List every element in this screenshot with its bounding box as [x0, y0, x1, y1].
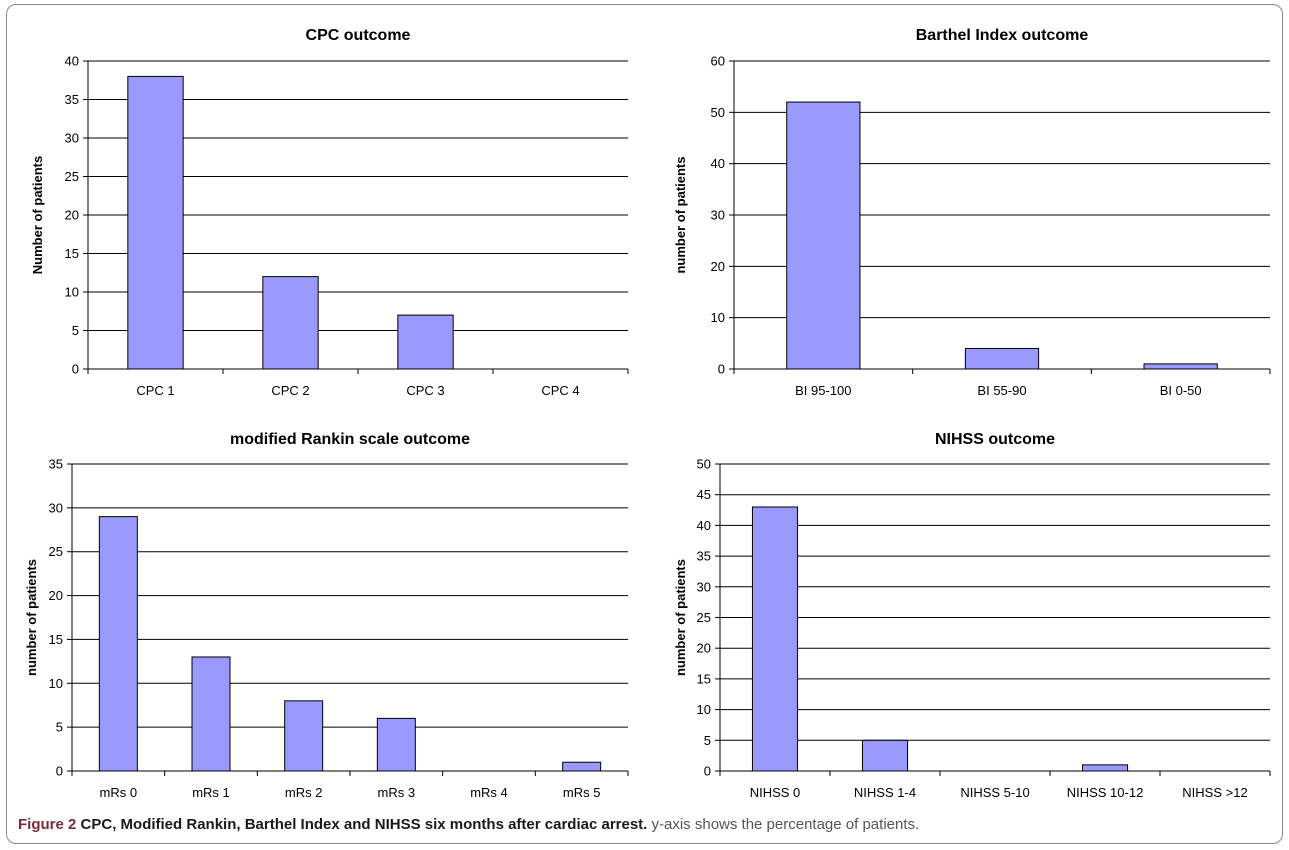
- y-tick-label: 25: [49, 544, 63, 559]
- bar-cpc-1: [127, 75, 184, 370]
- bar-mrs-1: [191, 656, 231, 772]
- y-tick-label: 30: [49, 500, 63, 515]
- y-tick-label: 35: [65, 92, 79, 107]
- chart-title: CPC outcome: [306, 27, 411, 44]
- y-tick-label: 25: [697, 610, 711, 625]
- x-category-label: BI 55-90: [977, 383, 1026, 398]
- bar-bi-55-90: [964, 347, 1040, 370]
- y-tick-label: 15: [49, 632, 63, 647]
- y-tick-label: 20: [65, 208, 79, 223]
- y-tick-label: 5: [72, 323, 79, 338]
- bar-nihss-1-4: [861, 739, 909, 772]
- y-tick-label: 5: [56, 720, 63, 735]
- x-category-label: NIHSS 1-4: [854, 785, 916, 800]
- y-tick-label: 5: [704, 733, 711, 748]
- x-category-label: mRs 0: [100, 785, 138, 800]
- y-tick-label: 30: [711, 208, 725, 223]
- y-tick-label: 30: [697, 579, 711, 594]
- y-tick-label: 10: [65, 285, 79, 300]
- chart-4: NIHSS outcome 0 5 10 15 20 25 30 35 40 45 50 number …: [673, 431, 1271, 800]
- y-tick-label: 35: [49, 457, 63, 472]
- y-tick-label: 0: [718, 362, 725, 377]
- y-tick-label: 10: [49, 676, 63, 691]
- x-category-label: CPC 3: [406, 383, 444, 398]
- y-tick-label: 20: [711, 259, 725, 274]
- y-axis-title: Number of patients: [30, 156, 45, 274]
- y-tick-label: 50: [711, 105, 725, 120]
- bar-nihss-10-12: [1081, 764, 1129, 772]
- bar-nihss-0: [751, 506, 799, 772]
- x-category-label: NIHSS 0: [750, 785, 801, 800]
- y-tick-label: 0: [56, 764, 63, 779]
- y-tick-label: 20: [49, 588, 63, 603]
- y-axis-title: number of patients: [24, 559, 39, 676]
- y-tick-label: 40: [697, 518, 711, 533]
- y-tick-label: 40: [711, 156, 725, 171]
- chart-title: NIHSS outcome: [935, 431, 1055, 448]
- x-category-label: mRs 5: [563, 785, 601, 800]
- y-axis-title: number of patients: [673, 559, 688, 676]
- bar-bi-95-100: [786, 101, 861, 370]
- y-tick-label: 45: [697, 487, 711, 502]
- bar-mrs-5: [562, 761, 602, 772]
- caption-body: y-axis shows the percentage of patients.: [651, 816, 920, 833]
- x-category-label: CPC 2: [271, 383, 309, 398]
- y-axis-title: number of patients: [673, 156, 688, 273]
- bar-mrs-3: [376, 717, 416, 772]
- chart-2: Barthel Index outcome 0 10 20 30 40 50 60 number…: [673, 27, 1271, 398]
- figure-caption: Figure 2 CPC, Modified Rankin, Barthel I…: [18, 816, 919, 833]
- y-tick-label: 30: [65, 131, 79, 146]
- x-category-label: NIHSS 5-10: [960, 785, 1029, 800]
- y-tick-label: 15: [65, 246, 79, 261]
- bar-mrs-2: [284, 700, 324, 772]
- x-category-label: NIHSS 10-12: [1067, 785, 1144, 800]
- x-category-label: CPC 1: [136, 383, 174, 398]
- chart-title: modified Rankin scale outcome: [230, 431, 470, 448]
- y-tick-label: 0: [704, 764, 711, 779]
- chart-1: CPC outcome 0 5 10 15 20 25 30 35 40 Number of pat…: [30, 27, 629, 398]
- y-tick-label: 25: [65, 169, 79, 184]
- x-category-label: CPC 4: [541, 383, 579, 398]
- y-tick-label: 10: [711, 310, 725, 325]
- y-tick-label: 35: [697, 549, 711, 564]
- x-category-label: mRs 4: [470, 785, 508, 800]
- bar-mrs-0: [98, 516, 138, 772]
- y-tick-label: 20: [697, 641, 711, 656]
- chart-title: Barthel Index outcome: [916, 27, 1089, 44]
- bar-bi-0-50: [1143, 363, 1218, 370]
- x-category-label: BI 0-50: [1160, 383, 1202, 398]
- x-category-label: mRs 1: [192, 785, 230, 800]
- x-category-label: mRs 3: [378, 785, 416, 800]
- y-tick-label: 10: [697, 702, 711, 717]
- y-tick-label: 0: [72, 362, 79, 377]
- y-tick-label: 50: [697, 457, 711, 472]
- caption-title: CPC, Modified Rankin, Barthel Index and …: [80, 816, 648, 833]
- y-tick-label: 60: [711, 54, 725, 69]
- figure-frame: [6, 4, 1283, 844]
- y-tick-label: 40: [65, 54, 79, 69]
- x-category-label: BI 95-100: [795, 383, 851, 398]
- y-tick-label: 15: [697, 671, 711, 686]
- bar-cpc-2: [262, 276, 319, 370]
- caption-label: Figure 2: [18, 816, 77, 833]
- x-category-label: mRs 2: [285, 785, 323, 800]
- chart-3: modified Rankin scale outcome 0 5 10 15 20 25 3…: [24, 431, 629, 800]
- x-category-label: NIHSS >12: [1182, 785, 1247, 800]
- bar-cpc-3: [397, 314, 454, 370]
